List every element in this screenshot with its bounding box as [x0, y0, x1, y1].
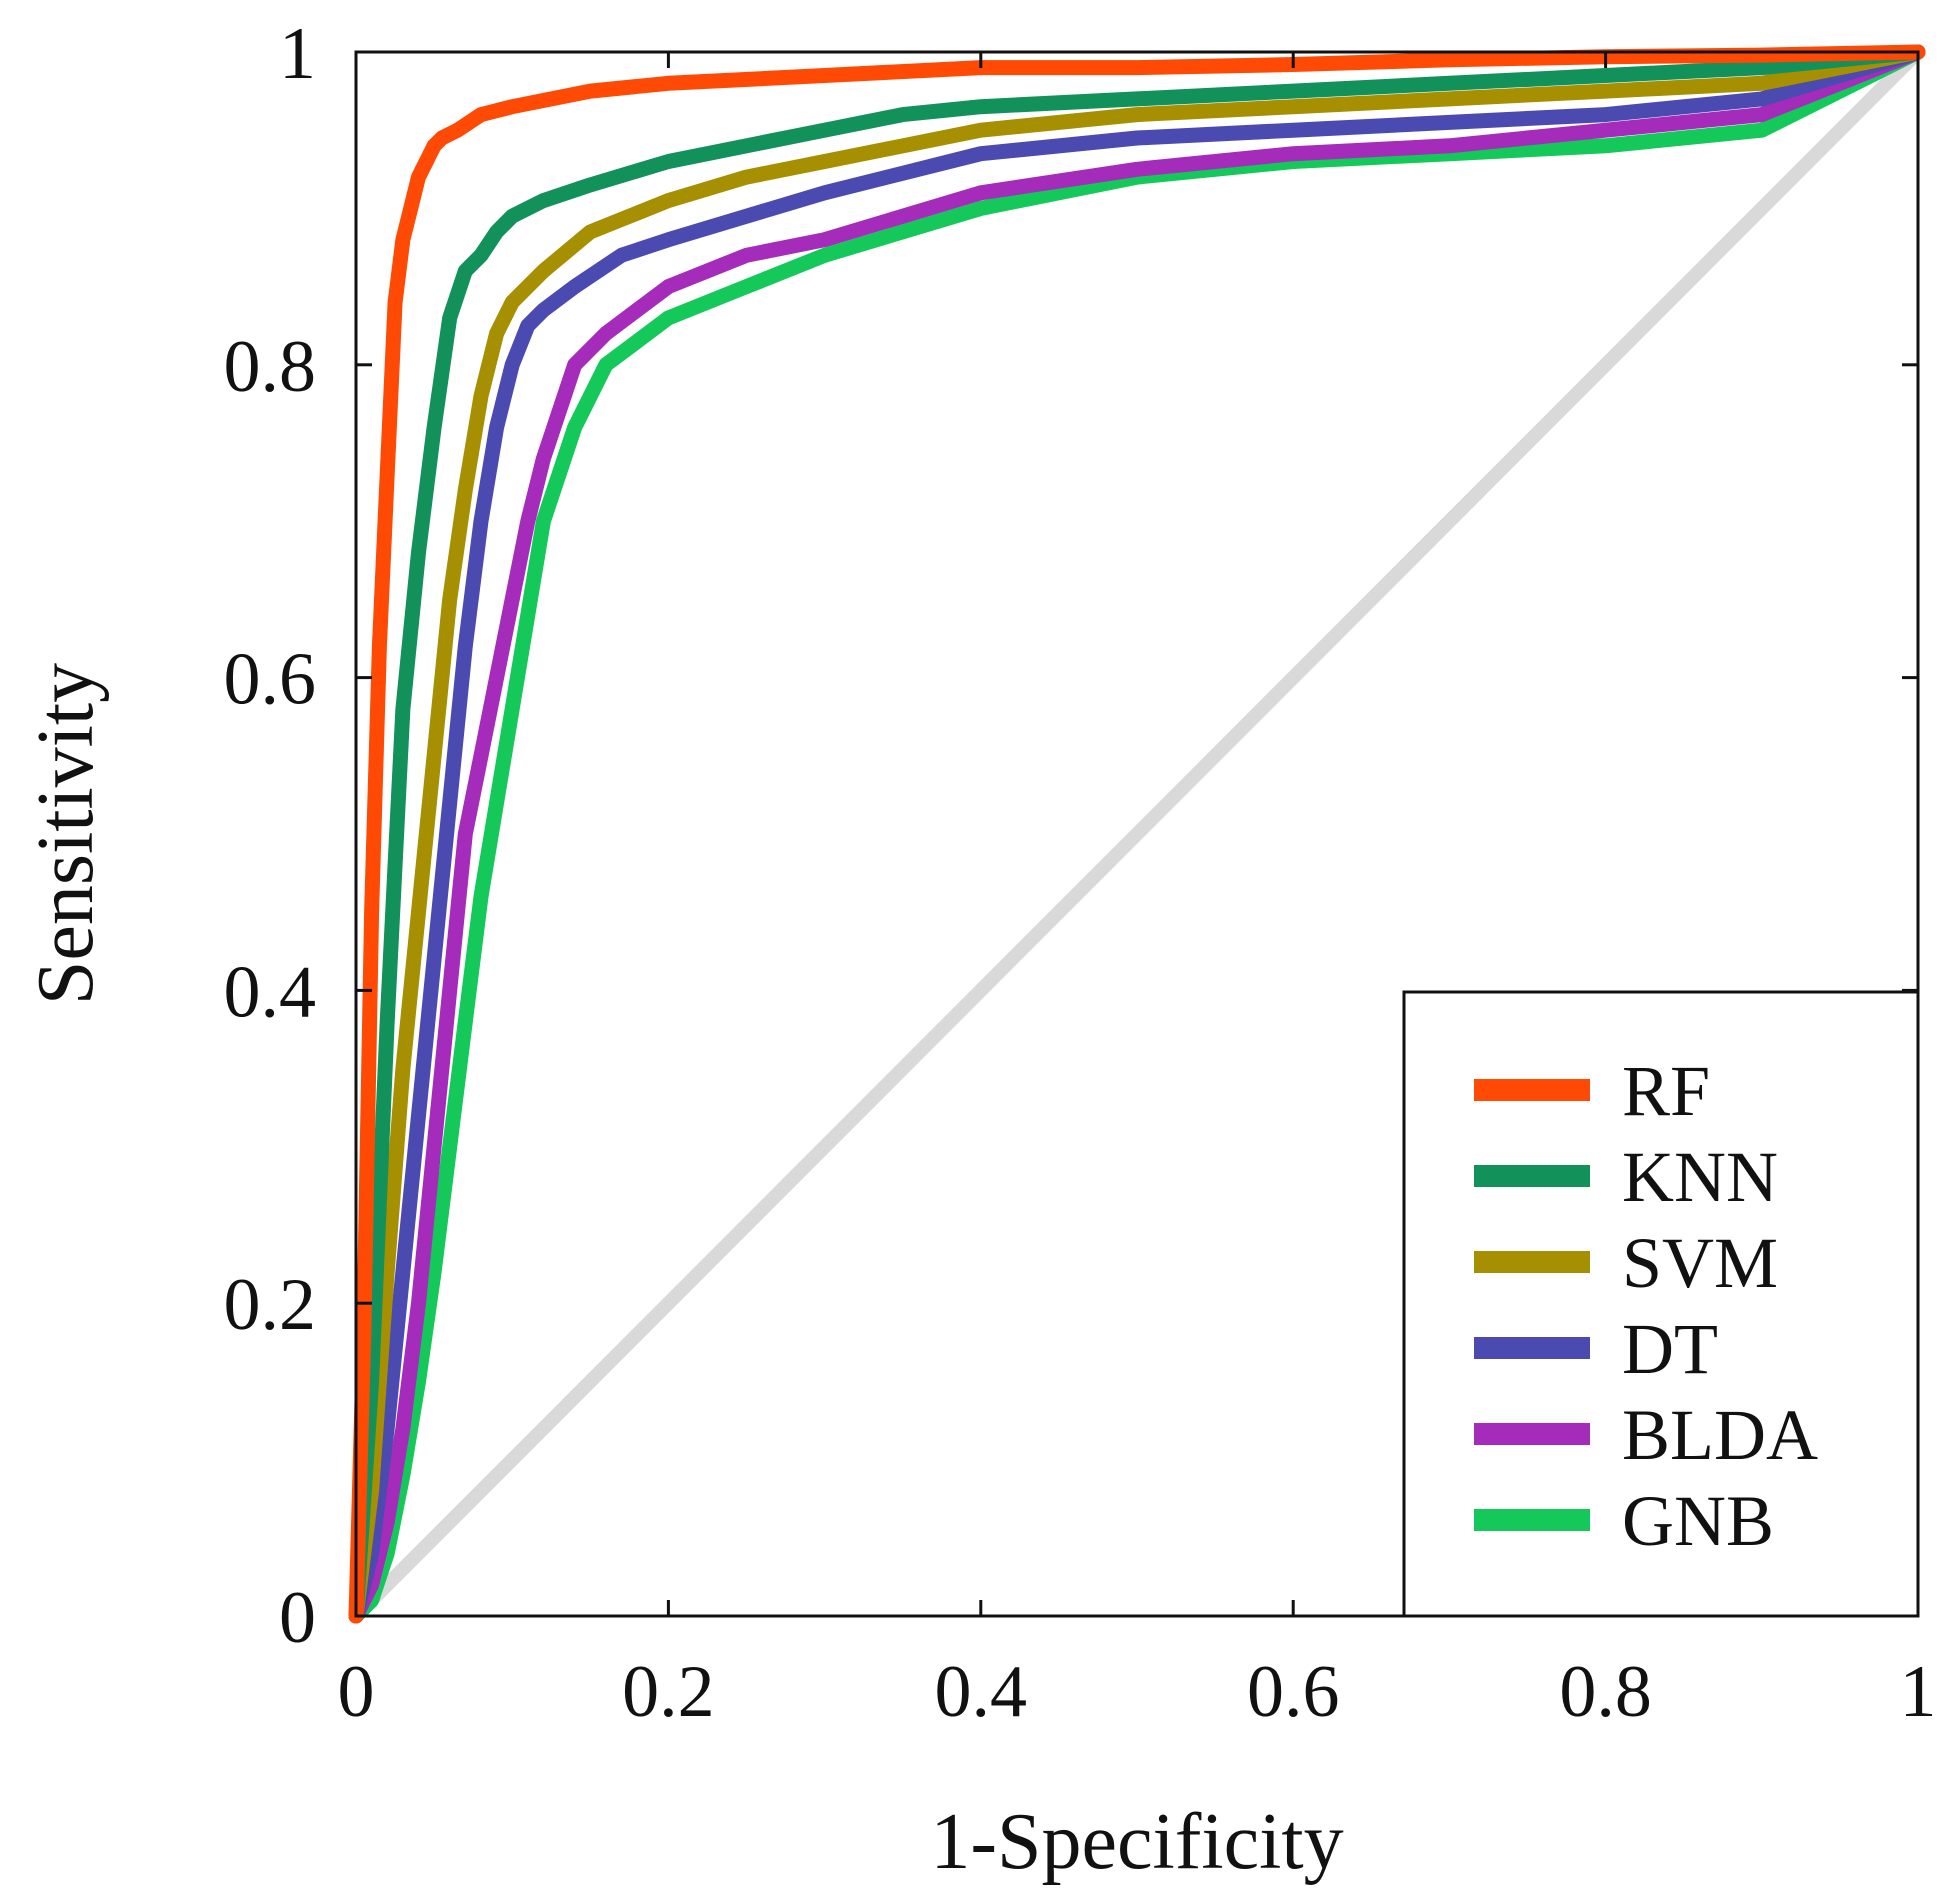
axes-box: [354, 50, 1920, 1618]
legend-label: KNN: [1622, 1137, 1778, 1217]
x-tick-label: 0.8: [1559, 1651, 1652, 1733]
legend-label: BLDA: [1622, 1395, 1818, 1475]
y-tick-label: 1: [279, 13, 316, 95]
legend-label: DT: [1622, 1309, 1718, 1389]
y-tick-label: 0: [279, 1577, 316, 1659]
y-axis-title: Sensitivity: [22, 663, 110, 1005]
y-tick-label: 0.4: [224, 951, 317, 1033]
legend-label: RF: [1622, 1051, 1710, 1131]
series-line-blda: [348, 44, 1926, 1624]
x-tick-label: 0.6: [1247, 1651, 1340, 1733]
legend-item-blda: BLDA: [1474, 1395, 1818, 1475]
x-tick-label: 0.2: [622, 1651, 715, 1733]
x-tick-label: 0.4: [935, 1651, 1028, 1733]
legend-item-gnb: GNB: [1474, 1481, 1774, 1561]
series-line-knn: [348, 44, 1926, 1624]
legend-item-knn: KNN: [1474, 1137, 1778, 1217]
series-line-svm: [348, 44, 1926, 1624]
x-tick-label: 0: [338, 1651, 375, 1733]
y-tick-label: 0.2: [224, 1264, 317, 1346]
series-line-gnb: [348, 44, 1926, 1624]
series-line-dt: [348, 44, 1926, 1624]
reference-diagonal: [351, 47, 1923, 1621]
legend-label: GNB: [1622, 1481, 1774, 1561]
axes-frame: [354, 50, 1920, 1618]
legend-item-svm: SVM: [1474, 1223, 1778, 1303]
x-axis-title: 1-Specificity: [930, 1798, 1343, 1886]
legend-item-rf: RF: [1474, 1051, 1710, 1131]
y-tick-label: 0.6: [224, 639, 317, 721]
x-tick-labels: 0 0.2 0.4 0.6 0.8 1: [338, 1651, 1937, 1733]
reference-diagonal-layer: [351, 47, 1923, 1621]
y-tick-label: 0.8: [224, 326, 317, 408]
y-tick-labels: 0 0.2 0.4 0.6 0.8 1: [224, 13, 317, 1659]
legend-label: SVM: [1622, 1223, 1778, 1303]
legend-item-dt: DT: [1474, 1309, 1718, 1389]
x-tick-label: 1: [1900, 1651, 1937, 1733]
